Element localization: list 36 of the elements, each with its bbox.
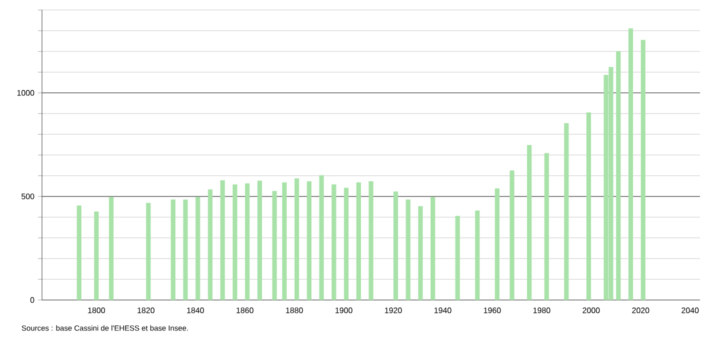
bar — [332, 184, 336, 300]
bar — [94, 212, 99, 300]
bar — [146, 202, 151, 300]
bar — [475, 210, 480, 300]
bar — [245, 183, 250, 300]
bar — [319, 175, 324, 300]
bar — [586, 112, 591, 300]
bar — [393, 191, 398, 300]
bar — [76, 206, 82, 300]
bar — [494, 188, 500, 300]
bar — [564, 123, 569, 300]
bar — [356, 182, 361, 300]
bar — [272, 191, 277, 300]
bar — [306, 181, 312, 300]
bar — [430, 196, 436, 300]
bar — [344, 188, 349, 300]
bar — [406, 200, 410, 300]
bar — [640, 40, 646, 300]
bar — [527, 145, 532, 300]
bar — [418, 206, 423, 300]
bar — [510, 170, 514, 300]
bar — [282, 182, 287, 300]
bar — [170, 200, 176, 300]
bar — [108, 196, 114, 300]
bar — [368, 181, 374, 300]
bar — [628, 28, 634, 300]
bar — [544, 153, 549, 300]
bar — [616, 51, 621, 300]
bar — [196, 196, 200, 300]
bar — [220, 180, 225, 300]
bar — [183, 200, 188, 300]
bar — [257, 180, 262, 300]
bar — [208, 189, 213, 300]
bar — [232, 184, 238, 300]
bar — [455, 216, 460, 300]
bar — [294, 178, 300, 300]
